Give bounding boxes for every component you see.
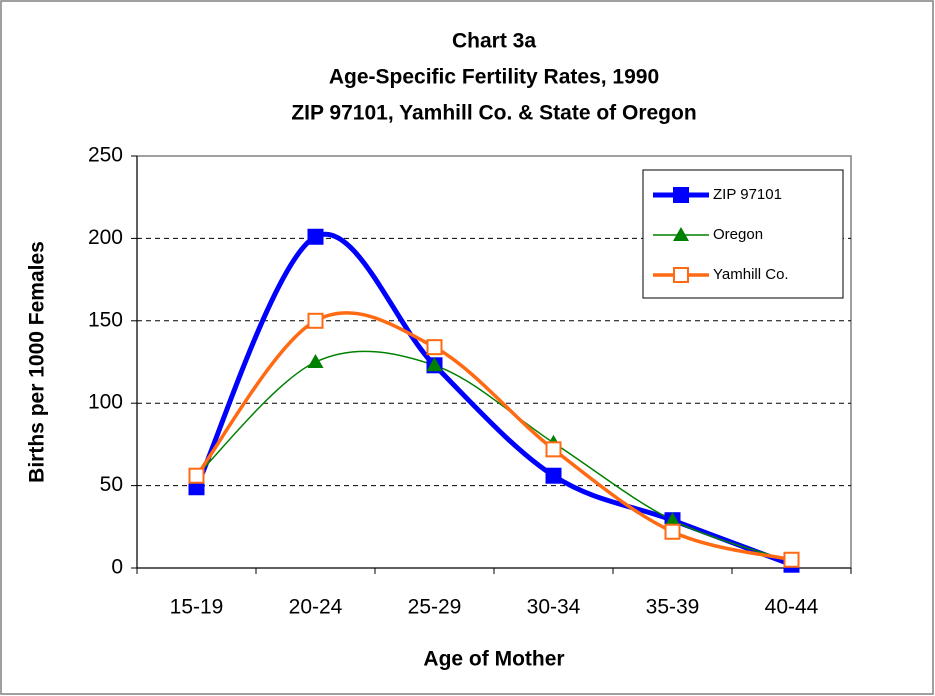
- chart-title: ZIP 97101, Yamhill Co. & State of Oregon: [291, 102, 696, 125]
- chart-title: Age-Specific Fertility Rates, 1990: [329, 66, 659, 89]
- x-tick-label: 40-44: [765, 596, 819, 619]
- y-axis-label: Births per 1000 Females: [26, 241, 49, 483]
- data-point: [545, 467, 562, 484]
- legend-label: Oregon: [713, 226, 763, 243]
- y-tick-label: 250: [88, 144, 123, 167]
- data-point: [783, 551, 800, 568]
- chart-title: Chart 3a: [452, 30, 536, 53]
- data-point: [188, 467, 205, 484]
- data-point: [664, 512, 681, 527]
- y-tick-label: 200: [88, 226, 123, 249]
- x-axis-label: Age of Mother: [423, 648, 564, 671]
- data-point: [307, 312, 324, 329]
- x-tick-label: 20-24: [289, 596, 343, 619]
- data-point: [307, 228, 324, 245]
- data-point: [664, 523, 681, 540]
- data-point: [545, 441, 562, 458]
- x-tick-label: 30-34: [527, 596, 581, 619]
- x-tick-label: 35-39: [646, 596, 700, 619]
- y-tick-label: 50: [100, 473, 123, 496]
- x-tick-label: 15-19: [170, 596, 224, 619]
- legend-marker: [673, 267, 689, 283]
- legend-marker: [673, 227, 689, 241]
- series-line: [195, 350, 792, 563]
- data-point: [426, 357, 443, 372]
- legend-label: ZIP 97101: [713, 186, 782, 203]
- data-point: [307, 354, 324, 368]
- y-tick-label: 100: [88, 391, 123, 414]
- x-tick-label: 25-29: [408, 596, 462, 619]
- legend-marker: [673, 187, 689, 203]
- legend-label: Yamhill Co.: [713, 266, 789, 283]
- y-tick-label: 150: [88, 308, 123, 331]
- y-tick-label: 0: [111, 556, 123, 579]
- data-point: [426, 339, 443, 356]
